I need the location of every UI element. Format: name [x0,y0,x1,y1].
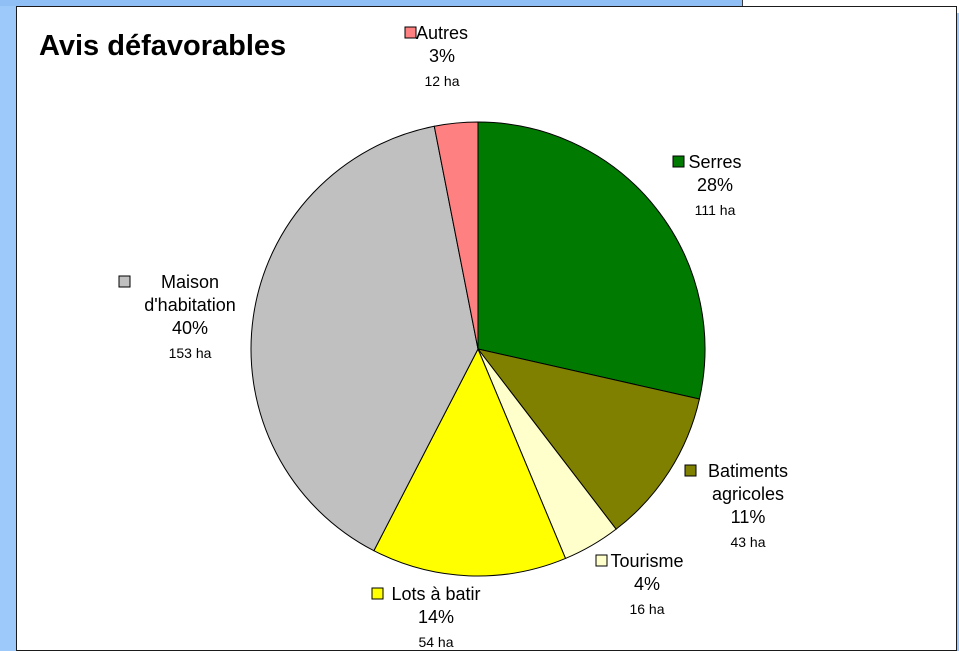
legend-key-autres [404,26,417,39]
slice-percent-serres: 28% [697,175,733,195]
top-bar [0,0,959,6]
slice-value-maison-d-habitation: 153 ha [169,345,212,361]
slice-value-autres: 12 ha [424,73,459,89]
slice-value-serres: 111 ha [695,202,736,218]
slice-label-batiments-agricoles: agricoles [712,484,784,504]
slice-label-serres: Serres [688,152,741,172]
slice-label-lots-a-batir: Lots à batir [391,584,480,604]
slice-percent-maison-d-habitation: 40% [172,318,208,338]
slice-percent-lots-a-batir: 14% [418,607,454,627]
slice-percent-batiments-agricoles: 11% [731,507,766,527]
chart-title: Avis défavorables [39,30,287,62]
slice-label-autres: Autres [416,23,468,43]
slice-label-batiments-agricoles: Batiments [708,461,788,481]
pie-slice-autres [433,121,479,350]
legend-key-serres [672,155,685,168]
slice-percent-tourisme: 4% [634,574,660,594]
pie-slice-serres [477,121,706,400]
slice-percent-autres: 3% [429,46,455,66]
pie-slice-maison-d-habitation [250,125,479,552]
legend-key-batiments-agricoles [684,464,697,477]
slice-value-lots-a-batir: 54 ha [418,634,453,650]
pie-slice-batiments-agricoles [476,348,701,530]
pie-slice-lots-a-batir [373,347,567,577]
slice-value-batiments-agricoles: 43 ha [730,534,765,550]
legend-key-lots-a-batir [371,587,384,600]
legend-key-maison-d-habitation [118,275,131,288]
slice-value-tourisme: 16 ha [629,601,664,617]
slice-label-maison-d-habitation: d'habitation [144,295,236,315]
legend-key-tourisme [595,554,608,567]
slice-label-tourisme: Tourisme [610,551,683,571]
slice-label-maison-d-habitation: Maison [161,272,219,292]
